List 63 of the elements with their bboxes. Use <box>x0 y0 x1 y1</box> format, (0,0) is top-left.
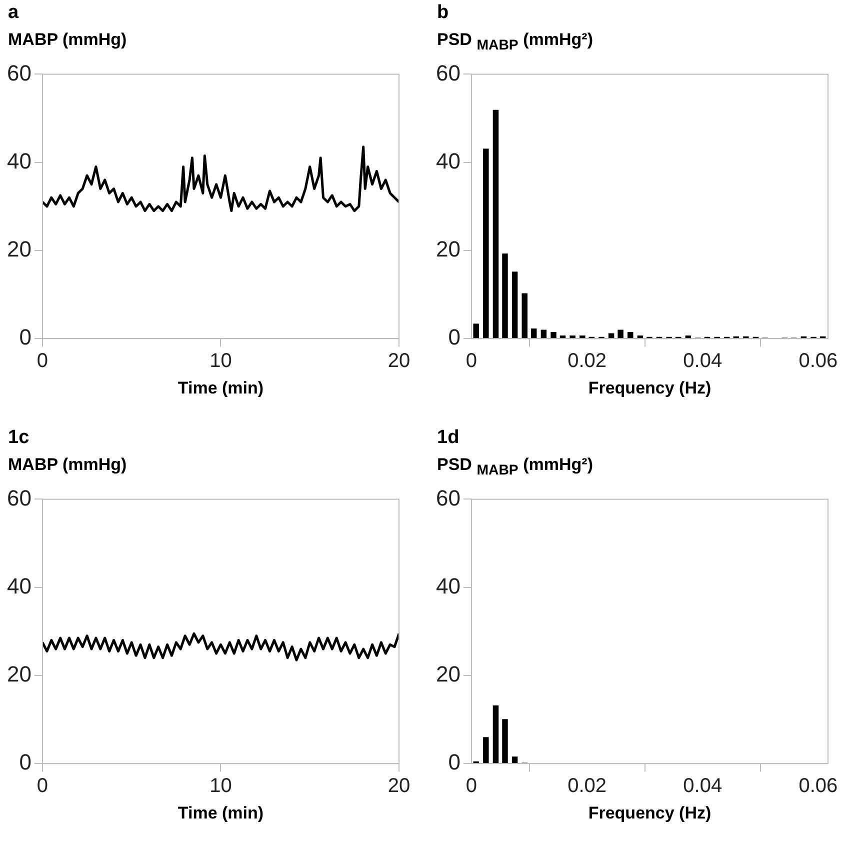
bar <box>522 293 528 338</box>
bar <box>512 756 518 764</box>
bar <box>483 737 489 764</box>
y-axis-title: MABP (mmHg) <box>8 455 127 475</box>
x-tick-label: 0 <box>466 775 478 798</box>
chart-title: b <box>437 2 449 24</box>
bar <box>618 330 624 338</box>
bar <box>512 272 518 338</box>
bar <box>540 330 547 338</box>
chart-title: 1c <box>8 427 30 449</box>
y-tick-label: 20 <box>436 236 460 262</box>
x-tick-label: 20 <box>388 775 410 798</box>
bar <box>685 336 692 338</box>
x-tick-label: 0.02 <box>568 775 607 798</box>
y-tick-label: 60 <box>436 60 460 86</box>
chart-title: 1d <box>437 427 460 449</box>
bar <box>502 719 508 764</box>
x-tick-label: 20 <box>388 350 410 372</box>
x-tick-label: 10 <box>210 775 232 798</box>
chart-title: a <box>8 2 19 24</box>
bar <box>492 705 499 764</box>
x-tick-label: 0.06 <box>798 350 838 372</box>
x-tick-label: 0.02 <box>568 350 607 372</box>
bar <box>560 336 566 338</box>
y-tick-label: 40 <box>436 573 460 598</box>
y-tick-label: 40 <box>6 573 32 598</box>
y-tick-label: 60 <box>6 485 32 510</box>
y-tick-label: 20 <box>436 662 460 687</box>
y-tick-label: 0 <box>19 324 32 350</box>
x-tick-label: 10 <box>210 350 232 372</box>
y-tick-label: 0 <box>19 750 32 775</box>
y-tick-label: 20 <box>6 662 32 687</box>
x-tick-label: 0 <box>466 350 478 372</box>
bar <box>531 328 537 338</box>
x-tick-label: 0 <box>36 775 48 798</box>
y-tick-label: 20 <box>6 236 32 262</box>
x-tick-label: 0 <box>36 350 48 372</box>
y-axis-title: MABP (mmHg) <box>8 30 127 50</box>
x-tick-label: 0.04 <box>683 775 722 798</box>
bar <box>550 332 556 338</box>
x-tick-label: 0.04 <box>683 350 722 372</box>
y-axis-title: PSD $_{MABP}$ (mmHg²) <box>437 30 593 54</box>
bar <box>483 148 489 338</box>
y-axis-title: PSD $_{MABP}$ (mmHg²) <box>437 455 593 478</box>
bar <box>628 332 634 338</box>
bar <box>637 336 644 338</box>
bar <box>473 324 479 338</box>
y-tick-label: 0 <box>448 750 460 775</box>
y-tick-label: 0 <box>448 324 460 350</box>
x-axis-title: Frequency (Hz) <box>588 378 712 398</box>
x-tick-label: 0.06 <box>798 775 838 798</box>
y-tick-label: 60 <box>436 485 460 510</box>
bar <box>570 336 576 338</box>
y-tick-label: 60 <box>6 60 32 86</box>
x-axis-title: Time (min) <box>178 803 264 822</box>
bar <box>580 336 586 338</box>
bar <box>608 333 614 338</box>
bar <box>492 110 499 338</box>
y-tick-label: 40 <box>436 148 460 174</box>
x-axis-title: Time (min) <box>178 378 264 398</box>
y-tick-label: 40 <box>6 148 32 174</box>
bar <box>502 254 508 338</box>
x-axis-title: Frequency (Hz) <box>588 803 712 822</box>
